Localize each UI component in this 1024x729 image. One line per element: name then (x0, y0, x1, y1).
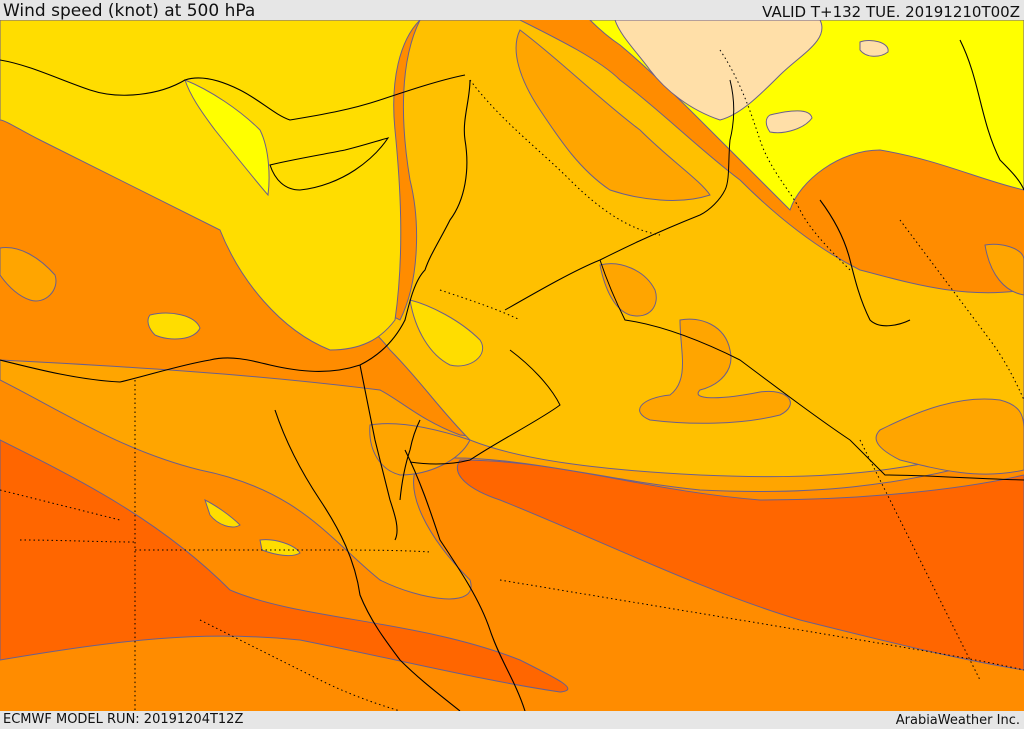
band-golden-island-4 (409, 299, 483, 367)
border-saudi-north (504, 189, 726, 311)
band-orange-island-2 (639, 318, 791, 424)
band-golden-island-3 (259, 539, 301, 557)
band-orange-island-6 (369, 423, 471, 476)
band-jet-core (0, 439, 1024, 693)
band-orange-island-3 (875, 398, 1024, 475)
border-jordan (439, 289, 521, 321)
med-coast-south (0, 79, 471, 383)
aqaba-gulf (399, 419, 421, 501)
country-borders (0, 49, 1024, 711)
border-chad (19, 539, 136, 543)
border-sudan-internal (199, 619, 401, 711)
map-canvas (0, 20, 1024, 711)
band-yellow (184, 79, 270, 197)
band-golden (0, 20, 421, 351)
border-iran-afghan (899, 219, 1024, 401)
band-golden-island-1 (147, 312, 201, 340)
band-orange-island-1 (599, 263, 657, 317)
turkey-coast (0, 59, 466, 121)
solid-borders (409, 79, 1024, 481)
red-sea-west (274, 409, 461, 711)
border-libya-internal (0, 489, 121, 521)
border-saudi-oman (859, 439, 981, 681)
model-run: ECMWF MODEL RUN: 20191204T12Z (3, 712, 244, 727)
sinai-coast (359, 364, 398, 541)
provider-credit: ArabiaWeather Inc. (895, 713, 1020, 728)
band-peach-spot-1 (765, 110, 813, 134)
border-iraq-iran-solid (724, 79, 735, 191)
band-orange-island-4 (984, 243, 1024, 296)
wind-speed-map (0, 20, 1024, 711)
valid-time: VALID T+132 TUE. 20191210T00Z (762, 3, 1020, 21)
red-sea-east (404, 449, 526, 711)
border-saudi-iraq (599, 259, 1024, 481)
border-jordan-saudi (409, 349, 561, 465)
band-peach-spot-2 (859, 39, 889, 57)
band-orange-island-5 (0, 247, 57, 302)
coastlines (0, 39, 1024, 711)
persian-gulf (819, 199, 911, 327)
cyprus (269, 137, 390, 191)
band-peach (614, 20, 823, 121)
map-title: Wind speed (knot) at 500 hPa (3, 1, 256, 21)
band-orange-ne (515, 29, 711, 201)
band-golden-island-2 (204, 499, 241, 528)
caspian-edge (959, 39, 1024, 191)
